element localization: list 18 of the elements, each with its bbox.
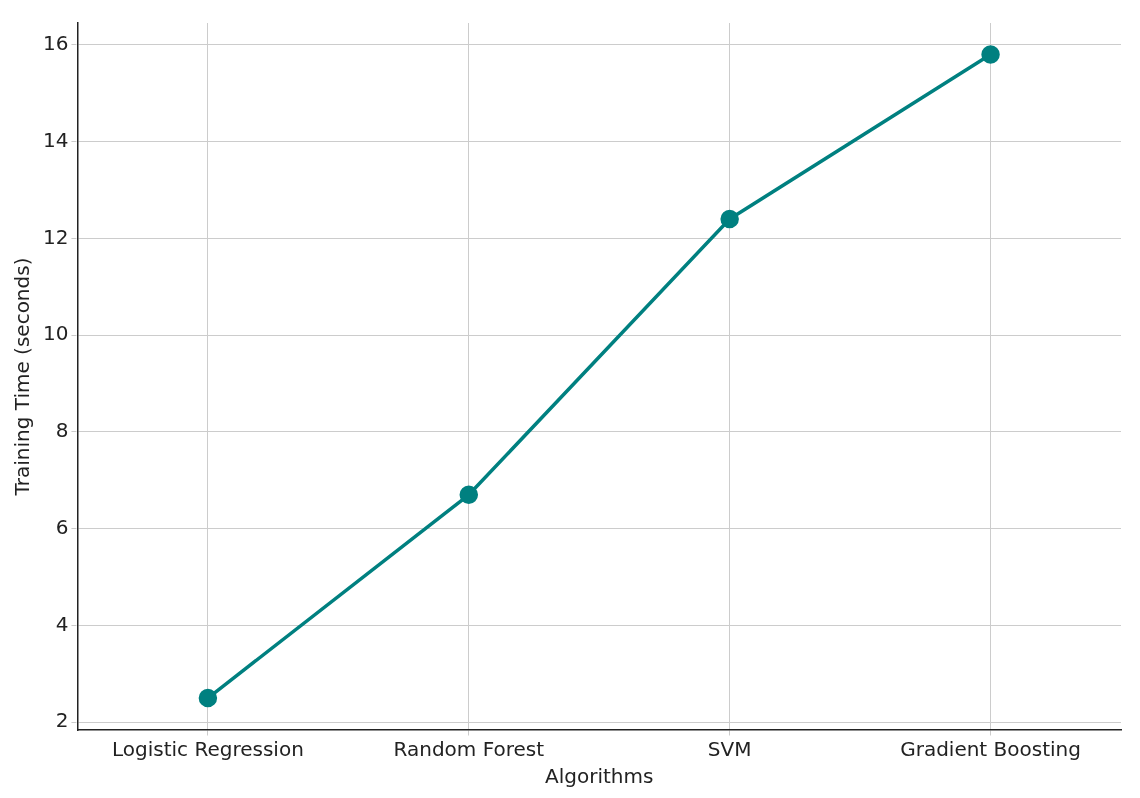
y-axis-title: Training Time (seconds) (10, 257, 35, 497)
y-tick-label: 6 (55, 514, 69, 539)
x-tick-label: Logistic Regression (111, 737, 304, 762)
y-tick-label: 16 (43, 30, 69, 55)
y-tick-label: 10 (43, 321, 69, 346)
y-tick-label: 14 (43, 127, 69, 152)
y-tick-label: 2 (55, 708, 69, 733)
y-tick-label: 4 (55, 611, 69, 636)
point (198, 688, 218, 708)
point (720, 209, 739, 229)
x-tick-label: Random Forest (393, 737, 545, 762)
y-tick-label: 12 (43, 224, 69, 249)
y-tick-label: 8 (55, 418, 69, 443)
x-tick-label: Gradient Boosting (900, 737, 1081, 762)
x-axis-title: Algorithms (545, 764, 654, 789)
x-tick-label: SVM (707, 737, 752, 762)
point (981, 45, 1000, 64)
point (459, 485, 479, 505)
